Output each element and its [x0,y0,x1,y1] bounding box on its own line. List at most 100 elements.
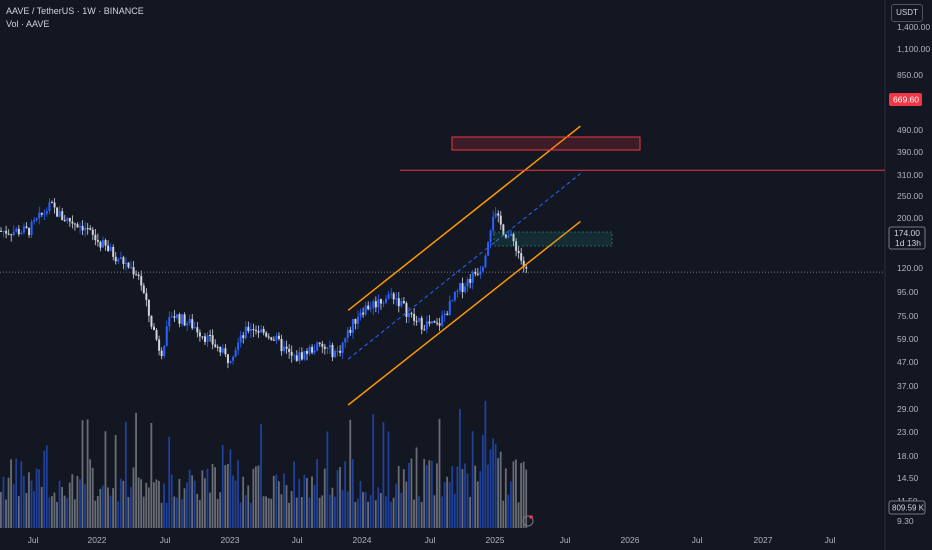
candle-body [211,335,214,345]
candle-body [323,346,326,349]
candle-body [58,211,61,217]
volume-bar [430,460,433,528]
volume-bar [206,468,209,528]
volume-bar [364,491,367,528]
volume-bar [204,478,206,528]
candle-body [142,285,145,294]
volume-bar [464,463,466,528]
candle-body [517,250,520,254]
candle-body [117,259,120,262]
candle-body [181,314,184,324]
candle-body [12,231,15,235]
candle-body [392,293,395,300]
candle-body [155,330,158,340]
candle-body [300,352,303,360]
volume-bar [260,424,262,528]
candle-body [303,350,306,360]
candle-body [423,329,426,331]
candle-body [0,230,2,232]
candle-body [410,313,413,315]
y-tick-label: 1,100.00 [897,44,930,54]
volume-bar [175,497,178,528]
candle-body [35,218,38,221]
candle-body [209,334,212,336]
candle-body [124,262,127,265]
volume-bar [451,466,454,528]
y-tick-label: 14.50 [897,473,919,483]
candle-body [402,301,405,304]
volume-bar [109,495,112,528]
volume-bar [494,443,497,528]
candle-body [5,230,8,234]
candle-body [425,321,428,330]
candle-body [244,326,247,339]
candle-body [469,279,472,283]
volume-bar [155,479,158,528]
volume-bar [270,498,273,528]
volume-bar [119,478,122,528]
candle-body [163,345,166,357]
volume-bar [96,496,99,528]
candle-body [479,271,482,275]
currency-button[interactable]: USDT [891,4,923,22]
bolt-icon [522,515,534,527]
volume-bar [86,419,89,528]
volume-bar [443,482,446,528]
candle-body [346,329,349,339]
volume-bar [211,463,214,528]
volume-bar [226,463,229,528]
volume-bar [114,434,117,528]
candle-body [318,342,321,344]
candle-body [270,337,273,340]
candle-body [127,262,130,268]
volume-bar [405,481,408,528]
volume-bar [51,496,53,528]
x-tick-label: Jul [160,535,171,545]
volume-bar [160,502,163,528]
volume-bar [466,473,469,528]
candle-body [377,299,380,308]
volume-bar [502,500,505,528]
volume-bar [232,475,234,528]
candle-body [198,332,201,337]
volume-bar [71,474,74,528]
candle-body [51,202,53,204]
candle-body [260,328,263,333]
candle-body [170,316,173,318]
volume-bar [201,470,204,528]
volume-bar [178,479,181,528]
candle-body [61,211,64,221]
candle-body [502,224,505,235]
volume-bar [244,495,247,528]
candle-body [387,294,390,299]
candle-body [201,336,204,338]
candle-body [288,348,291,352]
volume-bar [66,498,69,528]
candle-body [306,350,308,354]
candle-body [441,315,444,326]
candle-body [63,220,66,222]
volume-bar [321,495,324,528]
volume-bar [89,459,92,528]
volume-bar [30,480,33,528]
candle-body [357,316,359,324]
candle-body [489,230,492,243]
candle-body [15,228,18,232]
candle-body [515,241,518,251]
candle-body [339,350,342,353]
candle-body [226,354,229,363]
candle-body [89,228,92,230]
candle-body [481,267,484,272]
volume-bar [476,481,479,528]
volume-bar [479,471,482,528]
volume-bar [191,475,194,528]
volume-bar [209,492,211,528]
volume-bar [181,499,183,528]
volume-bar [58,480,61,528]
candle-body [405,303,408,317]
channel-upper-line [347,125,581,311]
candle-body [413,314,416,321]
volume-bar [170,474,173,528]
volume-bar [61,486,63,528]
